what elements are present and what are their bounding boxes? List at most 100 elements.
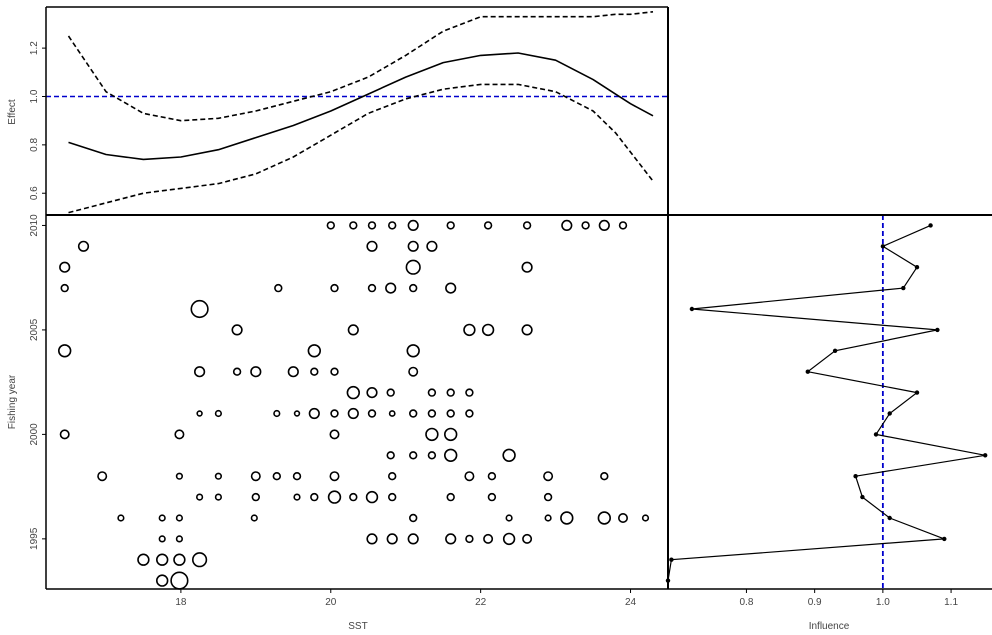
distribution-circle — [250, 366, 262, 378]
distribution-circle — [487, 472, 497, 481]
influence-x-tick-label: 0.8 — [739, 597, 753, 608]
distribution-circle — [426, 240, 438, 252]
distribution-circle — [329, 471, 340, 482]
distribution-circle — [409, 283, 418, 293]
distribution-circle — [158, 514, 166, 522]
influence-point — [887, 411, 892, 416]
distribution-circle — [250, 471, 261, 482]
influence-line — [667, 224, 986, 581]
influence-point — [853, 474, 858, 479]
distribution-circle — [581, 221, 590, 230]
distribution-circle — [59, 261, 71, 273]
distribution-circle — [190, 299, 209, 319]
distribution-circle — [445, 533, 457, 545]
distribution-circle — [347, 324, 359, 336]
fishing-year-y-tick-label: 2010 — [29, 214, 40, 237]
influence-point — [860, 494, 865, 500]
influence-point — [887, 515, 892, 521]
influence-point — [983, 453, 988, 458]
distribution-circle — [170, 571, 189, 590]
distribution-circle — [544, 514, 552, 522]
distribution-circle — [214, 493, 222, 501]
distribution-circle — [502, 532, 516, 546]
distribution-circle — [521, 324, 533, 336]
influence-x-tick-label: 1.1 — [944, 597, 958, 608]
distribution-circle — [117, 514, 125, 522]
distribution-circle — [214, 409, 222, 418]
distribution-circle — [561, 219, 573, 231]
distribution-circle — [386, 533, 398, 545]
distribution-circle — [560, 511, 574, 525]
distribution-circle — [196, 410, 203, 417]
distribution-circle — [600, 472, 609, 481]
distribution-circle — [407, 240, 419, 252]
influence-point — [880, 244, 886, 249]
distribution-circle — [307, 344, 321, 358]
influence-x-tick-label: 1.0 — [876, 597, 890, 608]
distribution-circle — [174, 429, 185, 440]
distribution-circle — [409, 513, 418, 523]
distribution-circle — [251, 492, 261, 502]
distribution-circle — [483, 533, 494, 544]
distribution-circle — [175, 514, 183, 522]
distribution-circle — [445, 282, 457, 294]
sst-x-tick-label: 20 — [325, 597, 337, 608]
distribution-circle — [427, 409, 437, 418]
distribution-circle — [274, 283, 283, 293]
distribution-circle — [465, 388, 474, 397]
distribution-circle — [425, 427, 439, 442]
distribution-circle — [97, 471, 108, 482]
distribution-circle — [464, 471, 475, 482]
distribution-circle — [465, 534, 474, 544]
influence-point — [832, 348, 838, 353]
effect-y-tick-label: 0.6 — [29, 186, 40, 200]
distribution-circle — [175, 535, 183, 543]
effect-estimate-line — [68, 52, 654, 161]
distribution-circle — [388, 221, 397, 230]
influence-point — [873, 432, 879, 437]
panel-frames — [45, 6, 992, 590]
distribution-circle — [388, 492, 397, 502]
influence-point — [942, 536, 947, 542]
distribution-circle — [367, 409, 377, 418]
distribution-circle — [365, 490, 379, 504]
distribution-circle — [310, 367, 319, 376]
distribution-circle — [60, 283, 69, 293]
distribution-circle — [597, 511, 611, 525]
distribution-circle — [427, 388, 437, 397]
distribution-circle — [405, 259, 421, 275]
distribution-circle — [446, 388, 455, 397]
distribution-circle — [505, 514, 513, 522]
distribution-circle — [481, 323, 495, 337]
fishing-year-y-tick-label: 2000 — [29, 423, 40, 446]
distribution-circle — [77, 240, 90, 252]
distribution-circle — [327, 490, 342, 504]
distribution-circle — [446, 492, 455, 502]
distribution-circle — [326, 221, 335, 230]
distribution-circle — [329, 429, 340, 440]
distribution-circle — [346, 385, 360, 400]
effect-y-tick-label: 1.2 — [29, 41, 40, 55]
fishing-year-axis-label: Fishing year — [7, 374, 18, 429]
influence-point — [928, 223, 933, 228]
distribution-circle — [287, 366, 299, 378]
axis-labels: Effect Fishing year SST Influence — [7, 99, 850, 632]
distribution-circle — [137, 553, 150, 566]
distribution-circle — [367, 221, 377, 230]
distribution-circle — [385, 282, 397, 294]
influence-point — [689, 306, 695, 312]
sst-x-tick-label: 18 — [175, 597, 187, 608]
distribution-circle — [192, 552, 208, 568]
distribution-circle — [158, 535, 166, 543]
distribution-circle — [407, 219, 419, 231]
influence-axis-label: Influence — [809, 621, 850, 632]
distribution-circle — [366, 387, 378, 399]
distribution-circle — [483, 221, 493, 230]
effect-axis-label: Effect — [7, 99, 18, 125]
distribution-circle — [406, 344, 420, 358]
sst-axis-label: SST — [348, 621, 367, 632]
fishing-year-y-tick-label: 1995 — [29, 527, 40, 550]
distribution-circle — [388, 410, 396, 417]
fishing-year-y-tick-label: 2005 — [29, 318, 40, 341]
influence-point — [935, 327, 940, 333]
